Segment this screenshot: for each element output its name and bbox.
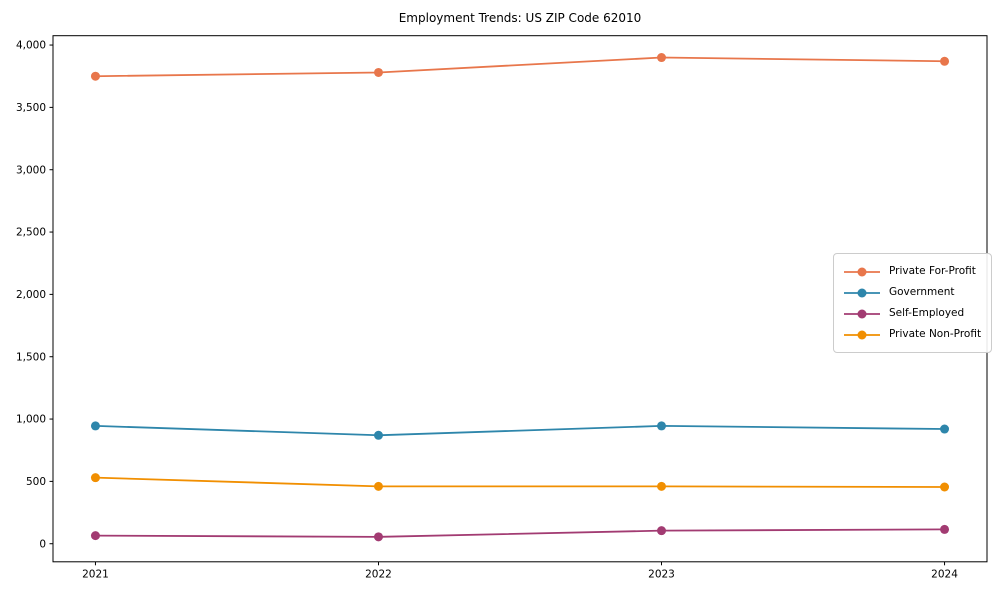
data-point-marker [940,482,950,492]
data-point-marker [657,421,667,431]
legend-marker-icon [844,288,880,297]
data-point-marker [657,481,667,491]
data-point-marker [90,71,100,81]
legend-dot [857,309,867,318]
series-line-private-non-profit [94,476,946,488]
x-tick-label: 2021 [82,568,109,580]
legend-entry: Private For-Profit [843,261,981,282]
legend-dot [857,330,867,339]
y-tick-label: 1,500 [16,351,46,363]
y-tick-label: 0 [39,538,46,550]
data-point-marker [940,524,950,534]
data-point-marker [90,473,100,483]
data-point-marker [373,532,383,542]
y-tick-label: 2,500 [16,227,46,239]
legend-entry: Self-Employed [843,303,981,324]
y-tick-label: 2,000 [16,289,46,301]
series-layer [90,53,950,542]
legend-dot [857,267,867,276]
series-line-government [94,425,946,437]
x-tick-label: 2022 [365,568,392,580]
y-tick-label: 1,000 [16,414,46,426]
data-point-marker [90,531,100,541]
legend-marker-icon [844,330,880,339]
x-tick-label: 2023 [648,568,675,580]
y-tick-label: 4,000 [16,40,46,52]
legend-entry: Government [843,282,981,303]
data-point-marker [940,424,950,434]
legend-marker-icon [844,309,880,318]
data-point-marker [90,421,100,431]
y-tick-label: 3,500 [16,102,46,114]
data-point-marker [940,56,950,66]
legend-label: Self-Employed [889,307,965,319]
legend-dot [857,288,867,297]
legend-entry: Private Non-Profit [843,324,981,345]
series-line-private-for-profit [94,56,946,78]
chart-legend: Private For-Profit Government Self-Employe… [833,253,993,353]
data-point-marker [657,53,667,63]
legend-label: Government [889,286,955,298]
data-point-marker [373,481,383,491]
data-point-marker [373,430,383,440]
y-tick-label: 500 [26,476,46,488]
y-tick-label: 3,000 [16,164,46,176]
data-point-marker [373,67,383,77]
legend-label: Private Non-Profit [889,328,982,340]
data-point-marker [657,526,667,536]
x-tick-label: 2024 [931,568,958,580]
legend-marker-icon [844,267,880,276]
legend-label: Private For-Profit [889,265,976,277]
chart-title: Employment Trends: US ZIP Code 62010 [399,11,642,25]
series-line-self-employed [94,528,946,538]
